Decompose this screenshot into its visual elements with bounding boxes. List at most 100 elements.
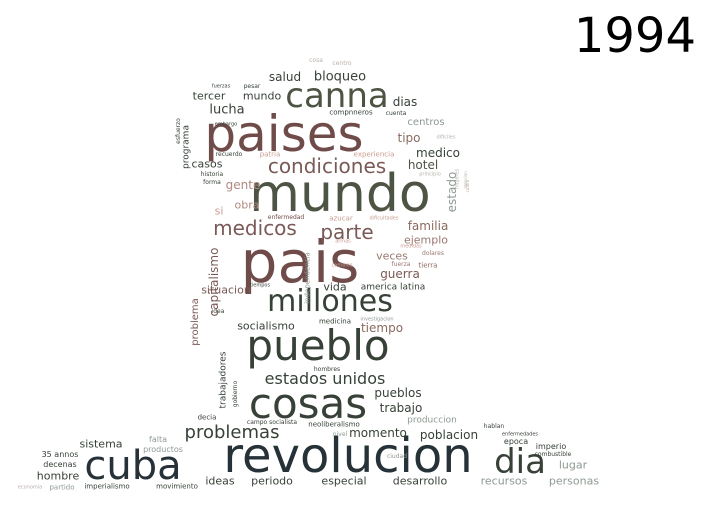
- cloud-word: dolares: [422, 250, 444, 257]
- cloud-word: centros: [407, 117, 445, 128]
- cloud-word: momento: [349, 426, 407, 440]
- cloud-word: cuenta: [385, 110, 407, 117]
- cloud-word: casos: [191, 157, 223, 171]
- cloud-word: 35 annos: [41, 450, 79, 459]
- cloud-word: enfermedad: [267, 214, 305, 221]
- cloud-word: embargo: [214, 121, 238, 128]
- cloud-word: dias: [392, 95, 418, 109]
- year-label: 1994: [573, 8, 696, 64]
- cloud-word: cuba: [84, 443, 182, 489]
- cloud-word: medicos: [213, 216, 297, 240]
- cloud-word: problema: [190, 298, 201, 346]
- cloud-word: paises: [204, 105, 364, 163]
- cloud-word: situacion: [201, 283, 251, 297]
- cloud-word: revolucion: [223, 428, 473, 484]
- cloud-word: dificultades: [369, 215, 399, 222]
- cloud-word: obra: [234, 198, 260, 212]
- cloud-word: forma: [203, 179, 221, 186]
- cloud-word: mujeres: [454, 168, 461, 190]
- cloud-word: hablan: [483, 423, 505, 430]
- cloud-word: pais: [240, 228, 360, 296]
- cloud-word: mundo: [249, 164, 431, 224]
- cloud-word: programa: [181, 125, 192, 169]
- cloud-word: imperialismo: [84, 482, 130, 491]
- cloud-word: veces: [376, 249, 408, 263]
- cloud-word: partido: [49, 483, 75, 492]
- cloud-word: historia: [200, 171, 224, 178]
- cloud-word: imperio: [535, 442, 567, 451]
- cloud-word: tipo: [397, 131, 421, 145]
- cloud-word: trabajo: [379, 401, 423, 415]
- cloud-word: neoliberalismo: [308, 420, 360, 429]
- cloud-word: armas: [335, 238, 351, 245]
- cloud-word: investigacion: [360, 316, 394, 323]
- cloud-word: hotel: [407, 158, 439, 172]
- cloud-word: patria: [259, 150, 281, 159]
- cloud-word: parte: [320, 220, 374, 244]
- cloud-word: pueblo: [246, 321, 390, 370]
- cloud-word: sistema: [79, 437, 123, 451]
- cloud-word: especial: [321, 474, 367, 488]
- cloud-word: economia: [17, 484, 43, 491]
- cloud-word: estados unidos: [264, 369, 386, 388]
- cloud-word: salud: [268, 70, 302, 84]
- cloud-word: si: [214, 204, 224, 218]
- cloud-word: trabajadores: [218, 351, 229, 409]
- cloud-word: medico: [416, 146, 460, 160]
- cloud-word: esfuerzo: [175, 118, 182, 144]
- cloud-word: fuerza: [391, 261, 411, 268]
- cloud-word: gente: [225, 178, 261, 192]
- cloud-word: experiencia: [353, 150, 395, 159]
- cloud-word: recuerdo: [215, 151, 243, 158]
- cloud-word: nivel: [332, 431, 348, 438]
- cloud-word: poblacion: [419, 428, 479, 442]
- cloud-word: hombres: [313, 366, 341, 373]
- cloud-word: millones: [267, 284, 393, 319]
- cloud-word: guerra: [380, 267, 420, 281]
- cloud-word: decia: [197, 413, 217, 422]
- cloud-word: condiciones: [267, 154, 387, 178]
- cloud-word: enfermedades: [501, 431, 539, 438]
- cloud-word: productos: [143, 445, 183, 454]
- cloud-word: recursos: [480, 474, 528, 488]
- cloud-word: desarrollo: [392, 474, 448, 488]
- cloud-word: epoca: [503, 437, 529, 446]
- cloud-word: independencia: [303, 252, 312, 304]
- cloud-word: personas: [548, 474, 600, 488]
- cloud-word: lucha: [209, 102, 245, 118]
- cloud-word: tiempo: [360, 321, 404, 335]
- cloud-word: dia: [494, 442, 546, 482]
- cloud-word: familia: [407, 219, 449, 233]
- cloud-word: ideas: [205, 474, 235, 488]
- cloud-word: pueblos: [374, 386, 422, 400]
- cloud-word: pesar: [243, 83, 261, 90]
- cloud-word: azucar: [329, 214, 353, 223]
- cloud-word: cosas: [248, 379, 368, 428]
- cloud-word: combustible: [534, 451, 572, 458]
- cloud-word: ciudad: [386, 453, 408, 460]
- cloud-word: cosa: [309, 57, 323, 64]
- cloud-word: hombre: [36, 469, 80, 483]
- cloud-word: produccion: [407, 415, 457, 426]
- cloud-word: medicina: [318, 317, 352, 326]
- cloud-word: gobierno: [232, 380, 239, 408]
- cloud-word: falta: [149, 435, 167, 444]
- cloud-word: campo socialista: [246, 419, 298, 426]
- cloud-word: tiempos: [249, 282, 271, 289]
- cloud-word: movimiento: [156, 482, 198, 491]
- cloud-word: bloqueo: [313, 69, 367, 85]
- cloud-word: cambios: [331, 262, 353, 269]
- cloud-word: idea: [211, 308, 225, 315]
- cloud-word: principio: [419, 171, 441, 178]
- cloud-word: periodo: [251, 474, 293, 488]
- cloud-word: dificiles: [436, 134, 456, 141]
- cloud-word: cuatro: [465, 179, 470, 193]
- cloud-word: ejemplo: [403, 233, 449, 247]
- cloud-word: canna: [285, 76, 389, 116]
- cloud-word: problemas: [184, 422, 280, 443]
- cloud-word: capitalismo: [207, 247, 221, 317]
- cloud-word: mundo: [242, 89, 282, 103]
- cloud-word: decenas: [43, 460, 77, 469]
- cloud-word: centro: [332, 60, 352, 67]
